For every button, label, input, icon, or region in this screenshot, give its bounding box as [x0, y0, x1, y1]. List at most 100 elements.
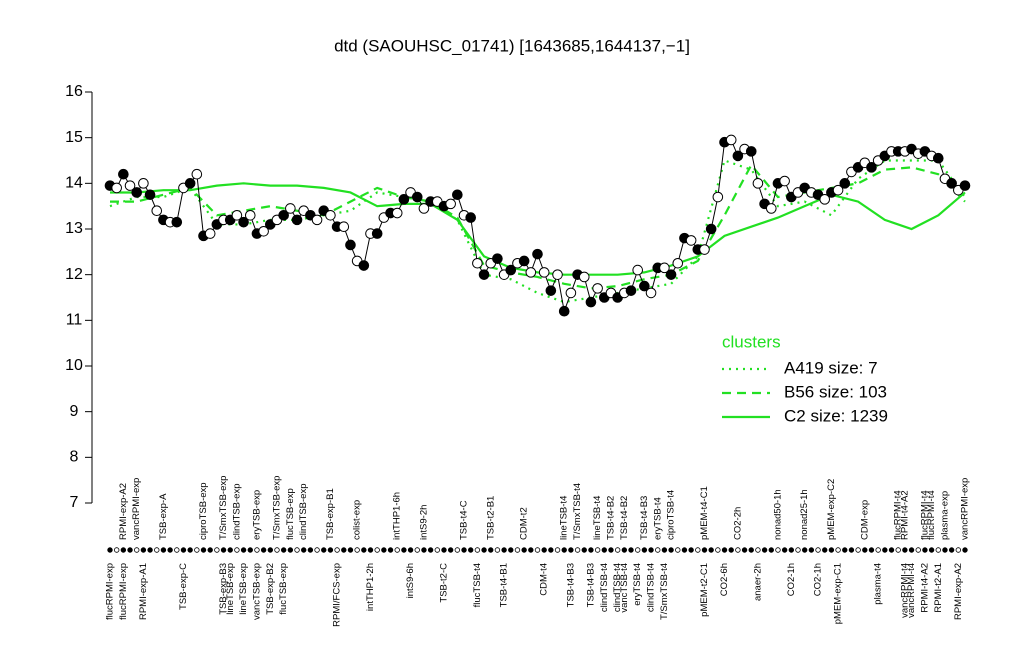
x-label-top: TSB-t4-B2	[619, 496, 630, 540]
sample-dot	[768, 547, 774, 553]
x-label-bottom: plasma-t4	[873, 563, 884, 605]
sample-dot	[741, 547, 748, 553]
point	[752, 178, 764, 189]
x-label-top: CDM-exp	[859, 500, 870, 540]
sample-dot	[394, 547, 400, 553]
x-label-top: T/SmxTSB-t4	[572, 483, 583, 540]
x-label-top: T/SmxTSB-exp	[272, 476, 283, 540]
x-label-top: nonad25-1h	[799, 489, 810, 540]
point	[144, 189, 156, 201]
point	[745, 146, 757, 157]
point	[124, 180, 136, 191]
point	[285, 203, 296, 214]
x-label-bottom: vancTSB-t4	[619, 563, 630, 613]
point	[946, 178, 957, 189]
sample-dot	[634, 547, 641, 553]
point	[632, 264, 643, 276]
point	[565, 287, 577, 299]
x-label-top: T/SmxTSB-exp	[218, 476, 229, 540]
sample-dot	[781, 547, 788, 553]
x-label-top: TSB-t4-B3	[639, 496, 650, 540]
sample-dot	[828, 547, 835, 553]
y-tick-label: 13	[65, 220, 83, 237]
sample-dot	[755, 547, 761, 553]
point	[685, 235, 697, 246]
sample-dot	[327, 547, 334, 553]
x-label-top: TSB-t4-C	[459, 500, 470, 540]
x-label-top: eryTSB-exp	[251, 490, 262, 540]
point	[478, 269, 490, 280]
sample-dot	[935, 547, 941, 553]
x-label-top: plasma-exp	[939, 491, 950, 540]
x-label-bottom: RPMI-exp-A2	[953, 563, 964, 620]
x-label-bottom: vancRPMI-t4	[906, 563, 917, 618]
sample-dot	[334, 547, 340, 553]
x-label-top: clindTSB-exp	[231, 484, 242, 541]
sample-dot	[554, 547, 561, 553]
sample-dot	[314, 547, 320, 553]
x-label-top: lineTSB-t4	[559, 496, 570, 540]
x-label-bottom: lineTSB-exp	[225, 563, 236, 615]
sample-dot	[728, 547, 734, 553]
x-label-top: clindTSB-exp	[298, 484, 309, 541]
x-label-bottom: flucRPMI-exp	[118, 563, 129, 620]
sample-dot	[341, 547, 347, 553]
x-label-bottom: flucTSB-t4	[472, 563, 483, 607]
x-label-bottom: CO2-6h	[719, 563, 730, 596]
x-label-bottom: vancTSB-exp	[251, 563, 262, 620]
sample-dot	[948, 547, 955, 553]
point	[558, 305, 570, 317]
sample-dot	[561, 547, 567, 553]
sample-dot	[468, 547, 474, 553]
sample-dot	[260, 547, 267, 553]
x-label-top: pMEM-t4-C1	[699, 486, 710, 540]
point	[866, 162, 877, 173]
x-label-bottom: RPMI-t2-A1	[933, 563, 944, 613]
sample-dot	[842, 547, 848, 553]
x-label-top: ciproTSB-exp	[198, 482, 209, 540]
sample-dot	[822, 547, 828, 553]
point	[452, 189, 463, 201]
sample-dot	[608, 547, 614, 553]
point	[959, 180, 971, 191]
x-label-bottom: CO2-1h	[813, 563, 824, 596]
point	[291, 214, 303, 226]
point	[552, 269, 563, 280]
sample-dot	[127, 547, 133, 553]
sample-dot	[915, 547, 921, 553]
y-tick-label: 9	[70, 403, 79, 420]
sample-dot	[174, 547, 180, 553]
sample-dot	[835, 547, 841, 553]
x-label-bottom: clindTSB-t4	[612, 563, 623, 612]
x-label-bottom: clindTSB-t4	[646, 563, 657, 612]
x-label-bottom: eryTSB-t4	[632, 563, 643, 606]
point	[238, 216, 249, 228]
y-tick-label: 14	[65, 175, 83, 192]
sample-dot	[548, 547, 554, 553]
x-label-top: TSB-t4-B2	[605, 496, 616, 540]
sample-dot	[815, 547, 821, 553]
point	[258, 225, 269, 237]
point	[765, 203, 777, 214]
x-label-bottom: TSB-exp-B3	[218, 563, 229, 615]
sample-dot	[528, 547, 534, 553]
sample-line	[109, 139, 966, 314]
x-label-bottom: anaer-2h	[752, 563, 763, 601]
sample-dot	[908, 547, 915, 553]
point	[184, 178, 196, 189]
sample-dot	[675, 547, 681, 553]
x-label-bottom: flucRPMI-exp	[105, 563, 116, 620]
sample-dot	[441, 547, 447, 553]
point	[131, 187, 143, 198]
x-label-top: flucRPMI-t4	[926, 490, 937, 540]
x-label-top: colist-exp	[352, 500, 363, 540]
x-label-bottom: flucTSB-exp	[278, 563, 289, 615]
sample-dot	[875, 547, 881, 553]
x-label-bottom: RPMI-t4-A2	[919, 563, 930, 613]
x-label-bottom: TSB-t4-B3	[585, 563, 596, 607]
sample-dot	[942, 547, 948, 553]
sample-dot	[648, 547, 654, 553]
point	[659, 262, 670, 274]
x-label-bottom: CO2-1h	[786, 563, 797, 596]
